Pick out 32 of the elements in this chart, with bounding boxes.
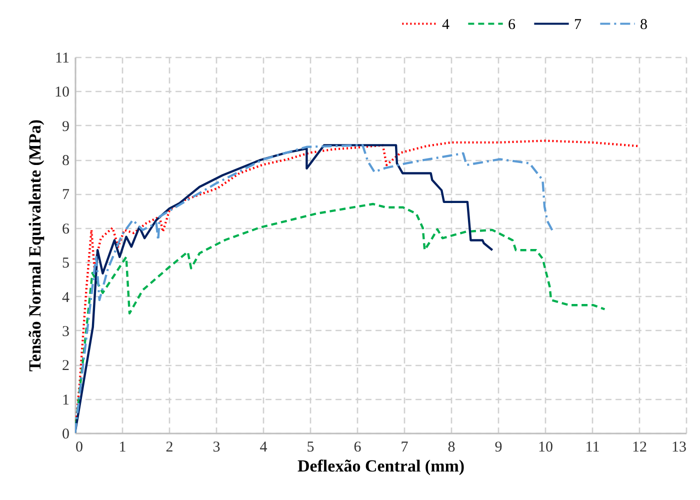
x-tick-label: 2 xyxy=(166,440,174,456)
x-tick-label: 4 xyxy=(260,440,268,456)
x-tick-label: 7 xyxy=(400,440,409,456)
x-tick-label: 3 xyxy=(212,440,220,456)
y-tick-label: 6 xyxy=(62,221,70,238)
x-tick-label: 11 xyxy=(585,440,600,456)
legend-label: 6 xyxy=(508,16,516,33)
x-axis-title: Deflexão Central (mm) xyxy=(297,456,465,476)
y-tick-label: 0 xyxy=(62,426,70,442)
y-tick-label: 5 xyxy=(62,256,70,272)
legend-label: 7 xyxy=(574,16,582,33)
x-tick-label: 12 xyxy=(632,440,647,456)
y-tick-label: 7 xyxy=(62,187,70,204)
y-tick-label: 4 xyxy=(62,290,70,306)
x-tick-label: 5 xyxy=(306,440,314,456)
y-tick-label: 8 xyxy=(62,153,70,170)
x-tick-label: 0 xyxy=(76,440,83,456)
x-tick-label: 13 xyxy=(672,440,686,456)
x-tick-label: 10 xyxy=(538,440,553,456)
y-axis-title: Tensão Normal Equivalente (MPa) xyxy=(26,119,44,372)
legend-label: 4 xyxy=(442,16,450,33)
x-tick-label: 8 xyxy=(448,440,456,456)
y-tick-label: 1 xyxy=(62,392,70,408)
y-tick-label: 11 xyxy=(55,50,70,66)
x-tick-label: 6 xyxy=(354,440,362,456)
x-tick-label: 1 xyxy=(118,440,126,456)
legend-label: 8 xyxy=(640,16,648,33)
y-tick-label: 2 xyxy=(62,358,70,374)
y-tick-label: 9 xyxy=(62,118,70,135)
x-tick-label: 9 xyxy=(494,440,502,456)
y-tick-label: 10 xyxy=(54,84,70,101)
y-tick-label: 3 xyxy=(62,324,70,340)
